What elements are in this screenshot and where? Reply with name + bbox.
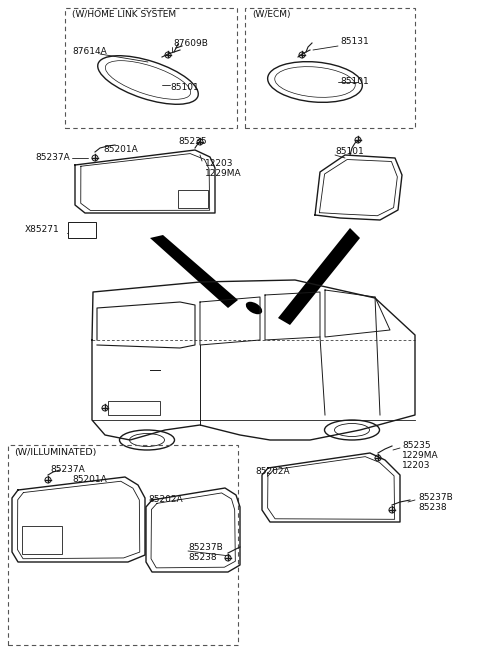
Text: 85237A: 85237A [35, 154, 70, 163]
Text: 85237B: 85237B [418, 493, 453, 502]
Text: 12203: 12203 [402, 461, 431, 470]
Text: 85237B: 85237B [188, 544, 223, 552]
Text: 85235: 85235 [178, 138, 206, 146]
Polygon shape [150, 235, 238, 308]
Text: 85101: 85101 [170, 83, 199, 92]
Text: 87614A: 87614A [72, 47, 107, 56]
Text: 1229MA: 1229MA [402, 451, 439, 459]
Text: X85271: X85271 [25, 226, 60, 234]
Text: 12203: 12203 [205, 159, 233, 167]
Text: 85238: 85238 [418, 504, 446, 512]
Text: (W/ILLUMINATED): (W/ILLUMINATED) [14, 449, 96, 457]
Text: 85101: 85101 [335, 148, 364, 157]
Bar [22, 526, 62, 554]
Text: 85237A: 85237A [50, 466, 85, 474]
Text: 85238: 85238 [188, 554, 216, 562]
Bar [178, 190, 208, 208]
Text: 85201A: 85201A [103, 144, 138, 154]
Text: (W/HOME LINK SYSTEM: (W/HOME LINK SYSTEM [72, 10, 176, 20]
Text: 87609B: 87609B [173, 39, 208, 47]
Text: 85101: 85101 [340, 77, 369, 87]
Text: 85131: 85131 [340, 37, 369, 47]
Bar [108, 401, 160, 415]
Text: 85202A: 85202A [148, 495, 182, 504]
Text: 85201A: 85201A [72, 474, 107, 483]
Bar [68, 222, 96, 238]
Polygon shape [278, 228, 360, 325]
Text: (W/ECM): (W/ECM) [252, 10, 290, 20]
Text: 85235: 85235 [402, 440, 431, 449]
Text: 1229MA: 1229MA [205, 169, 241, 178]
Ellipse shape [246, 302, 262, 314]
Text: 85202A: 85202A [255, 468, 289, 476]
